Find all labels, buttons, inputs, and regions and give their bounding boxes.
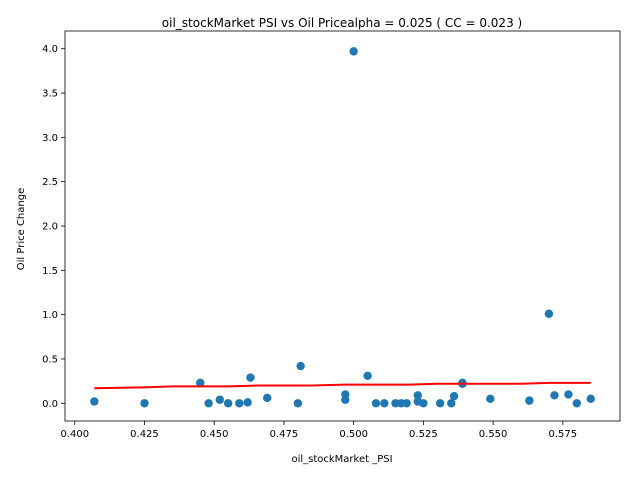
x-tick-label: 0.550: [479, 429, 508, 440]
scatter-point: [349, 47, 358, 56]
y-tick-label: 1.5: [42, 266, 58, 277]
fit-line: [94, 381, 591, 390]
scatter-point: [380, 399, 389, 408]
scatter-point: [235, 399, 244, 408]
y-tick-label: 4.0: [42, 44, 58, 55]
scatter-point: [447, 399, 456, 408]
x-tick-label: 0.500: [339, 429, 368, 440]
scatter-point: [296, 361, 305, 371]
x-tick-label: 0.525: [409, 429, 438, 440]
scatter-point: [449, 391, 459, 401]
scatter-point: [586, 394, 595, 404]
y-tick-label: 0.5: [42, 354, 58, 365]
scatter-point: [371, 399, 381, 408]
scatter-point: [550, 391, 559, 400]
scatter-point: [204, 399, 213, 408]
y-tick-label: 2.5: [42, 177, 58, 188]
scatter-point: [196, 378, 205, 388]
y-tick-label: 3.5: [42, 89, 58, 100]
axes-frame: [64, 30, 621, 422]
scatter-point: [140, 399, 149, 408]
scatter-point: [215, 395, 224, 404]
x-tick-label: 0.450: [200, 429, 229, 440]
scatter-point: [90, 397, 99, 406]
scatter-point: [413, 391, 423, 400]
scatter-point: [435, 399, 445, 408]
scatter-point: [572, 399, 581, 408]
chart-title: oil_stockMarket PSI vs Oil Pricealpha = …: [162, 16, 522, 30]
scatter-point: [544, 309, 554, 318]
x-tick-label: 0.425: [130, 429, 159, 440]
scatter-point: [223, 399, 233, 408]
y-axis-label: Oil Price Change: [16, 188, 27, 270]
scatter-point: [262, 393, 272, 403]
y-tick-label: 3.0: [42, 133, 58, 144]
y-tick-label: 1.0: [42, 310, 58, 321]
scatter-point: [293, 399, 303, 408]
scatter-point: [486, 394, 495, 404]
x-tick-label: 0.400: [60, 429, 89, 440]
scatter-point: [341, 395, 350, 404]
x-axis-label: oil_stockMarket _PSI: [291, 454, 392, 465]
y-tick-label: 0.0: [42, 399, 58, 410]
scatter-point: [243, 398, 252, 407]
x-tick-label: 0.575: [549, 429, 578, 440]
y-tick-label: 2.0: [42, 222, 58, 233]
scatter-point: [564, 390, 573, 399]
scatter-point: [246, 373, 255, 382]
scatter-point: [525, 396, 534, 405]
scatter-point: [363, 371, 372, 380]
scatter-point: [402, 399, 411, 408]
plot-area: [90, 47, 595, 408]
scatter-point: [419, 399, 428, 408]
x-tick-label: 0.475: [270, 429, 299, 440]
axis-ticks: 0.400 0.425 0.450 0.475 0.500 0.525 0.550 0.575…: [42, 44, 577, 440]
